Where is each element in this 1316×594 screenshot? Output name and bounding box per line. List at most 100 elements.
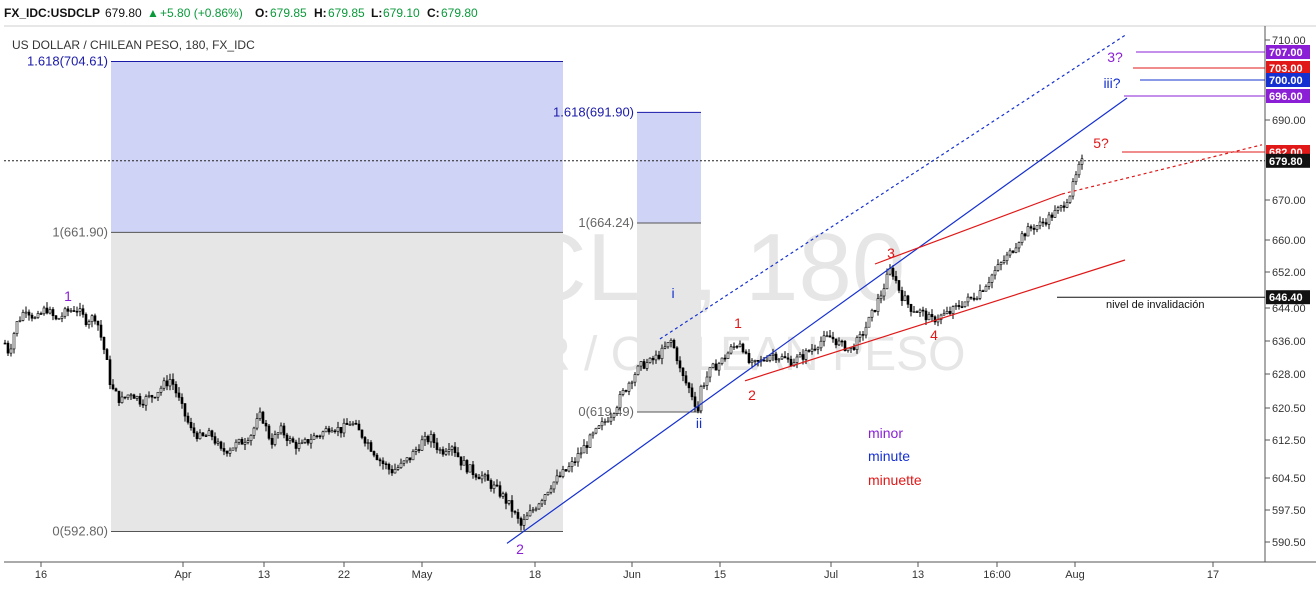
candle-body (468, 464, 472, 473)
candle-body (492, 484, 496, 489)
wave-label-minuette: 2 (748, 387, 756, 403)
candle-body (1005, 254, 1009, 261)
candle-body (882, 288, 886, 297)
candle-body (333, 430, 337, 433)
open-label: O: (255, 6, 269, 20)
candle-body (189, 422, 193, 429)
candle-body (900, 290, 904, 301)
candle-body (1080, 158, 1084, 165)
candle-body (72, 310, 76, 312)
candle-body (516, 512, 520, 519)
candle-body (933, 316, 937, 323)
candle-body (999, 262, 1003, 266)
candle-body (1035, 225, 1039, 230)
candle-body (486, 474, 490, 481)
candle-body (63, 308, 67, 317)
time-tick-label: 15 (714, 569, 726, 581)
candle-body (249, 435, 253, 441)
candle-body (342, 422, 346, 434)
price-tag (1266, 89, 1310, 103)
candle-body (636, 365, 640, 375)
candle-body (180, 397, 184, 404)
candle-body (15, 321, 19, 334)
price-tag (1266, 45, 1310, 59)
candle-body (114, 388, 118, 392)
candle-body (891, 267, 895, 277)
time-tick-label: May (412, 569, 433, 581)
candle-body (930, 314, 934, 318)
close-label: C: (427, 6, 440, 20)
last-price: 679.80 (105, 6, 142, 20)
candle-body (912, 311, 916, 313)
candle-body (729, 346, 733, 354)
candle-body (1047, 214, 1051, 225)
candle-body (99, 324, 103, 338)
price-tag-label: 707.00 (1269, 47, 1303, 59)
candle-body (957, 305, 961, 307)
candle-body (48, 309, 52, 314)
candle-body (993, 270, 997, 276)
candle-body (285, 434, 289, 441)
candle-body (726, 352, 730, 359)
candle-body (801, 354, 805, 360)
price-tick-label: 690.00 (1272, 115, 1306, 127)
candle-body (837, 340, 841, 346)
candle-body (1065, 202, 1069, 208)
candle-body (705, 376, 709, 386)
candle-body (675, 347, 679, 362)
candle-body (51, 309, 55, 317)
candle-body (510, 500, 514, 512)
candle-body (639, 361, 643, 367)
candle-body (330, 430, 334, 433)
candle-body (60, 315, 64, 319)
candle-body (123, 396, 127, 399)
candle-body (669, 339, 673, 343)
price-axis[interactable]: 710.00 690.00 670.00 660.00 652.00 644.00 636.… (1265, 35, 1306, 549)
candle-body (312, 435, 316, 440)
candle-body (1002, 260, 1006, 263)
price-tag-label: 646.40 (1269, 292, 1303, 304)
time-axis[interactable]: 16 Apr 13 22 May 18 Jun 15 Jul 13 16:00 Aug 17 (35, 562, 1219, 581)
symbol-name[interactable]: FX_IDC:USDCLP (4, 6, 101, 20)
candle-body (411, 451, 415, 461)
price-tick-label: 597.50 (1272, 505, 1306, 517)
candle-body (402, 460, 406, 464)
candle-body (489, 480, 493, 489)
candle-body (150, 395, 154, 398)
candle-body (666, 342, 670, 348)
candle-body (303, 439, 307, 443)
candle-body (1077, 163, 1081, 176)
candle-body (345, 422, 349, 425)
candle-body (609, 416, 613, 422)
candle-body (174, 384, 178, 394)
candle-body (96, 320, 100, 326)
candle-body (6, 342, 10, 354)
price-tick-label: 628.00 (1272, 369, 1306, 381)
candle-body (321, 431, 325, 437)
candle-body (687, 382, 691, 389)
minuette-wedge-upper (874, 193, 1063, 265)
candle-body (741, 343, 745, 353)
candle-body (630, 381, 634, 384)
candle-body (807, 350, 811, 352)
price-tick-label: 710.00 (1272, 35, 1306, 47)
candle-body (24, 311, 28, 314)
candle-body (651, 357, 655, 361)
candle-body (525, 515, 529, 520)
candle-body (84, 314, 88, 325)
candle-body (291, 438, 295, 443)
candle-body (390, 469, 394, 474)
candle-body (948, 310, 952, 314)
candle-body (711, 363, 715, 368)
candle-body (975, 298, 979, 300)
candle-body (366, 442, 370, 444)
candle-body (870, 309, 874, 318)
price-tick-label: 644.00 (1272, 303, 1306, 315)
price-tick-label: 620.50 (1272, 403, 1306, 415)
candle-body (432, 434, 436, 444)
candle-body (558, 475, 562, 478)
time-tick-label: Jun (623, 569, 641, 581)
candle-body (351, 422, 355, 425)
candle-body (615, 407, 619, 414)
